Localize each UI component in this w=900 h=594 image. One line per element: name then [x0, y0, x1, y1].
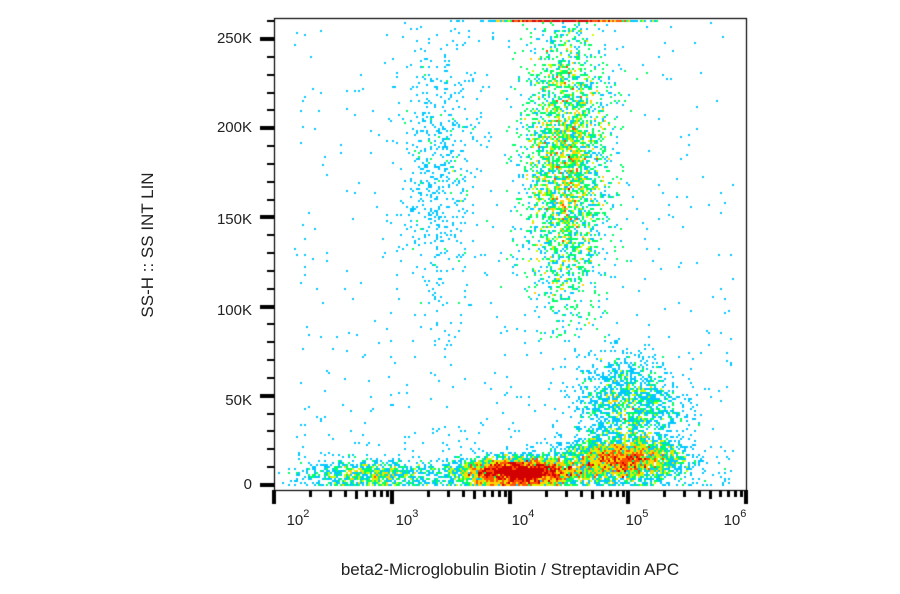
- x-tick-label-1e4: 104: [511, 508, 535, 529]
- y-tick-label-250k: 250K: [216, 30, 252, 47]
- x-tick-label-1e5: 105: [625, 508, 649, 529]
- y-tick-label-100k: 100K: [216, 302, 252, 319]
- y-tick-label-50k: 50K: [225, 392, 252, 409]
- y-tick-label-150k: 150K: [216, 211, 252, 228]
- y-axis-label: SS-H :: SS INT LIN: [138, 172, 157, 318]
- x-tick-label-1e6: 106: [723, 508, 747, 529]
- y-tick-label-200k: 200K: [216, 119, 252, 136]
- y-tick-label-0: 0: [243, 476, 252, 493]
- x-axis-label: beta2-Microglobulin Biotin / Streptavidi…: [340, 560, 680, 579]
- x-tick-label-1e2: 102: [286, 508, 310, 529]
- x-tick-label-1e3: 103: [395, 508, 419, 529]
